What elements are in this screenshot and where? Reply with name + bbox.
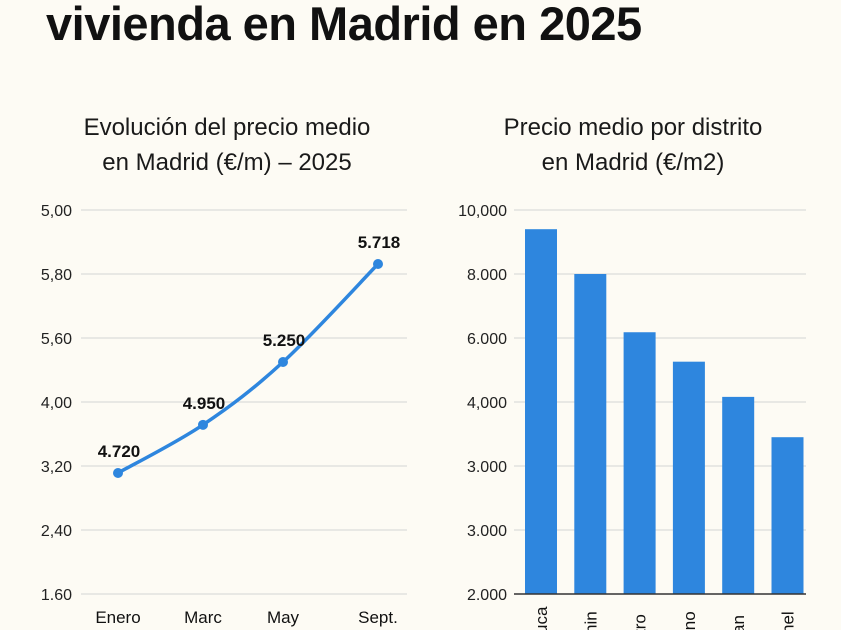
line-y-tick-label: 5,80 — [41, 267, 72, 284]
line-y-tick-label: 1.60 — [41, 587, 72, 604]
bar — [574, 274, 607, 594]
line-chart-title: Evolución del precio medio en Madrid (€/… — [27, 110, 427, 180]
line-y-tick-label: 3,20 — [41, 459, 72, 476]
line-data-label: 5.250 — [263, 331, 306, 350]
bar-chart-title-line1: Precio medio por distrito — [503, 114, 763, 141]
main-title: vivienda en Madrid en 2025 — [46, 0, 642, 50]
bar-x-tick-label: hel — [779, 611, 798, 630]
bar-y-tick-label: 2.000 — [467, 587, 507, 604]
line-point — [278, 357, 288, 368]
bar-x-tick-label: tro — [631, 614, 650, 630]
bar-x-tick-label: nin — [581, 611, 600, 630]
bar-y-tick-label: 6.000 — [467, 331, 507, 348]
bar-y-tick-label: 3.000 — [467, 523, 507, 540]
line-chart-title-line2: en Madrid (€/m) – 2025 — [102, 149, 352, 176]
line-y-tick-label: 4,00 — [41, 395, 72, 412]
line-point — [373, 259, 383, 270]
line-data-label: 5.718 — [358, 233, 401, 252]
line-point — [113, 467, 123, 478]
bar-x-tick-label: ino — [680, 611, 699, 630]
line-y-tick-label: 5,00 — [41, 203, 72, 220]
line-x-tick-label: Enero — [95, 608, 140, 627]
bar-x-tick-label: uca — [532, 606, 551, 630]
line-chart-title-line1: Evolución del precio medio — [83, 114, 371, 141]
bar-y-tick-label: 10,000 — [458, 203, 507, 220]
line-x-tick-label: May — [267, 608, 300, 627]
bar — [623, 332, 656, 594]
bar — [672, 361, 705, 594]
line-data-label: 4.720 — [98, 442, 141, 461]
bar — [771, 437, 804, 594]
bar-x-tick-label: an — [729, 615, 748, 630]
bar — [525, 229, 557, 594]
bar-y-tick-label: 8.000 — [467, 267, 507, 284]
line-data-label: 4.950 — [183, 394, 226, 413]
bar-y-tick-label: 4,000 — [467, 395, 507, 412]
bar-chart-title: Precio medio por distrito en Madrid (€/m… — [433, 110, 833, 180]
line-y-tick-label: 5,60 — [41, 331, 72, 348]
line-point — [198, 419, 208, 430]
line-series — [116, 262, 380, 475]
line-y-tick-label: 2,40 — [41, 523, 72, 540]
line-x-tick-label: Sept. — [358, 608, 398, 627]
bar-y-tick-label: 3.000 — [467, 459, 507, 476]
line-x-tick-label: Marc — [184, 608, 222, 627]
bar-chart-title-line2: en Madrid (€/m2) — [541, 149, 725, 176]
bar — [722, 396, 755, 594]
